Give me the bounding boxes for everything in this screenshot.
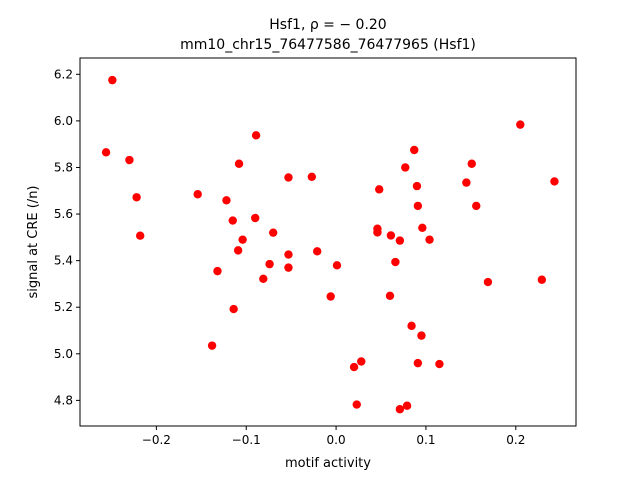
data-point	[332, 261, 342, 270]
data-point	[483, 277, 493, 287]
data-point	[268, 228, 278, 237]
data-point	[313, 247, 322, 256]
data-point	[234, 159, 244, 168]
data-point	[386, 231, 396, 240]
chart-title-line2: mm10_chr15_76477586_76477965 (Hsf1)	[180, 37, 476, 53]
data-point	[222, 196, 231, 205]
data-point	[462, 178, 471, 187]
data-point	[550, 177, 559, 186]
data-point	[418, 223, 427, 232]
x-tick-label: 0.2	[506, 433, 525, 447]
data-point	[391, 257, 400, 267]
data-point	[213, 266, 222, 276]
y-tick-label: 4.8	[54, 393, 73, 407]
data-point	[228, 216, 237, 225]
x-axis-label: motif activity	[285, 456, 371, 471]
data-point	[373, 228, 382, 237]
data-point	[375, 185, 384, 194]
data-point	[284, 173, 293, 182]
data-point	[412, 181, 422, 191]
data-point	[401, 163, 410, 172]
data-point	[125, 155, 134, 165]
data-point	[349, 362, 359, 372]
data-point	[326, 292, 335, 301]
y-tick-label: 6.2	[54, 67, 73, 81]
data-point	[425, 235, 434, 244]
data-point	[238, 235, 247, 244]
data-point	[251, 131, 261, 140]
data-point	[284, 263, 293, 272]
x-tick-label: −0.2	[142, 433, 171, 447]
data-point	[233, 246, 243, 255]
data-point	[352, 400, 361, 409]
y-tick-label: 5.6	[54, 207, 73, 221]
data-point	[472, 201, 481, 211]
data-point	[435, 359, 444, 369]
data-point	[357, 357, 366, 366]
data-points	[101, 75, 559, 414]
data-point	[413, 358, 423, 368]
chart-title-line1: Hsf1, ρ = − 0.20	[269, 17, 386, 33]
data-point	[467, 159, 476, 168]
data-point	[407, 321, 416, 331]
y-axis-ticks: 4.8 5.0 5.2 5.4 5.6 5.8 6.0 6.2	[54, 67, 80, 407]
y-tick-label: 5.4	[54, 254, 73, 268]
x-axis-ticks: −0.2 −0.1 0.0 0.1 0.2	[142, 426, 525, 447]
data-point	[132, 193, 141, 202]
data-point	[410, 145, 419, 155]
y-tick-label: 6.0	[54, 114, 73, 128]
data-point	[413, 201, 423, 211]
data-point	[395, 236, 405, 245]
data-point	[101, 148, 111, 157]
plot-frame	[79, 57, 577, 427]
x-tick-label: −0.1	[232, 433, 261, 447]
data-point	[207, 341, 217, 350]
data-point	[108, 75, 117, 85]
y-tick-label: 5.0	[54, 347, 73, 361]
data-point	[395, 405, 405, 414]
data-point	[537, 275, 547, 284]
data-point	[385, 291, 395, 301]
data-point	[284, 250, 293, 259]
x-tick-label: 0.0	[327, 433, 346, 447]
data-point	[265, 259, 274, 269]
data-point	[417, 331, 426, 340]
data-point	[402, 401, 412, 410]
data-point	[136, 231, 145, 240]
data-point	[251, 213, 260, 223]
data-point	[516, 120, 525, 129]
y-tick-label: 5.8	[54, 160, 73, 174]
x-tick-label: 0.1	[416, 433, 435, 447]
y-tick-label: 5.2	[54, 300, 73, 314]
y-axis-label: signal at CRE (/n)	[26, 185, 41, 298]
data-point	[193, 190, 202, 199]
data-point	[229, 304, 238, 314]
data-point	[259, 274, 268, 283]
data-point	[307, 172, 317, 181]
